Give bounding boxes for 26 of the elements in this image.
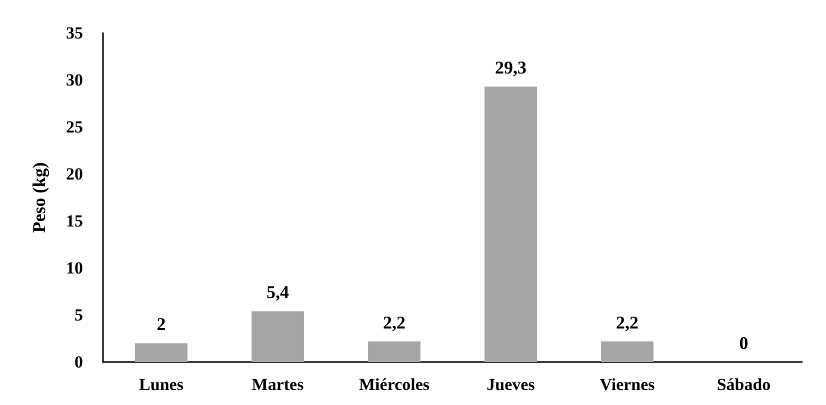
data-label: 2,2 — [383, 312, 406, 332]
y-axis-title: Peso (kg) — [29, 162, 49, 233]
data-label: 2 — [156, 314, 166, 334]
bar — [484, 86, 537, 362]
y-tick-label: 5 — [74, 306, 83, 324]
bar — [601, 341, 654, 362]
bar — [252, 311, 304, 362]
x-tick-label: Miércoles — [359, 375, 430, 394]
x-tick-label: Jueves — [486, 375, 536, 394]
x-tick-label: Lunes — [139, 375, 184, 394]
y-tick-label: 0 — [74, 352, 83, 372]
x-tick-label: Viernes — [600, 375, 656, 394]
y-tick-label: 30 — [66, 70, 83, 90]
y-tick-label: 25 — [66, 118, 83, 136]
data-label: 0 — [739, 333, 748, 353]
data-label: 2,2 — [616, 312, 638, 332]
y-tick-label: 20 — [66, 164, 83, 184]
y-tick-label: 15 — [66, 212, 83, 230]
y-tick-label: 35 — [66, 24, 83, 42]
x-tick-label: Martes — [252, 375, 304, 394]
x-tick-label: Sábado — [716, 375, 771, 394]
data-label: 29,3 — [495, 58, 526, 78]
y-tick-label: 10 — [66, 258, 83, 278]
bar — [368, 341, 420, 362]
bar — [135, 343, 188, 362]
data-label: 5,4 — [266, 282, 289, 302]
